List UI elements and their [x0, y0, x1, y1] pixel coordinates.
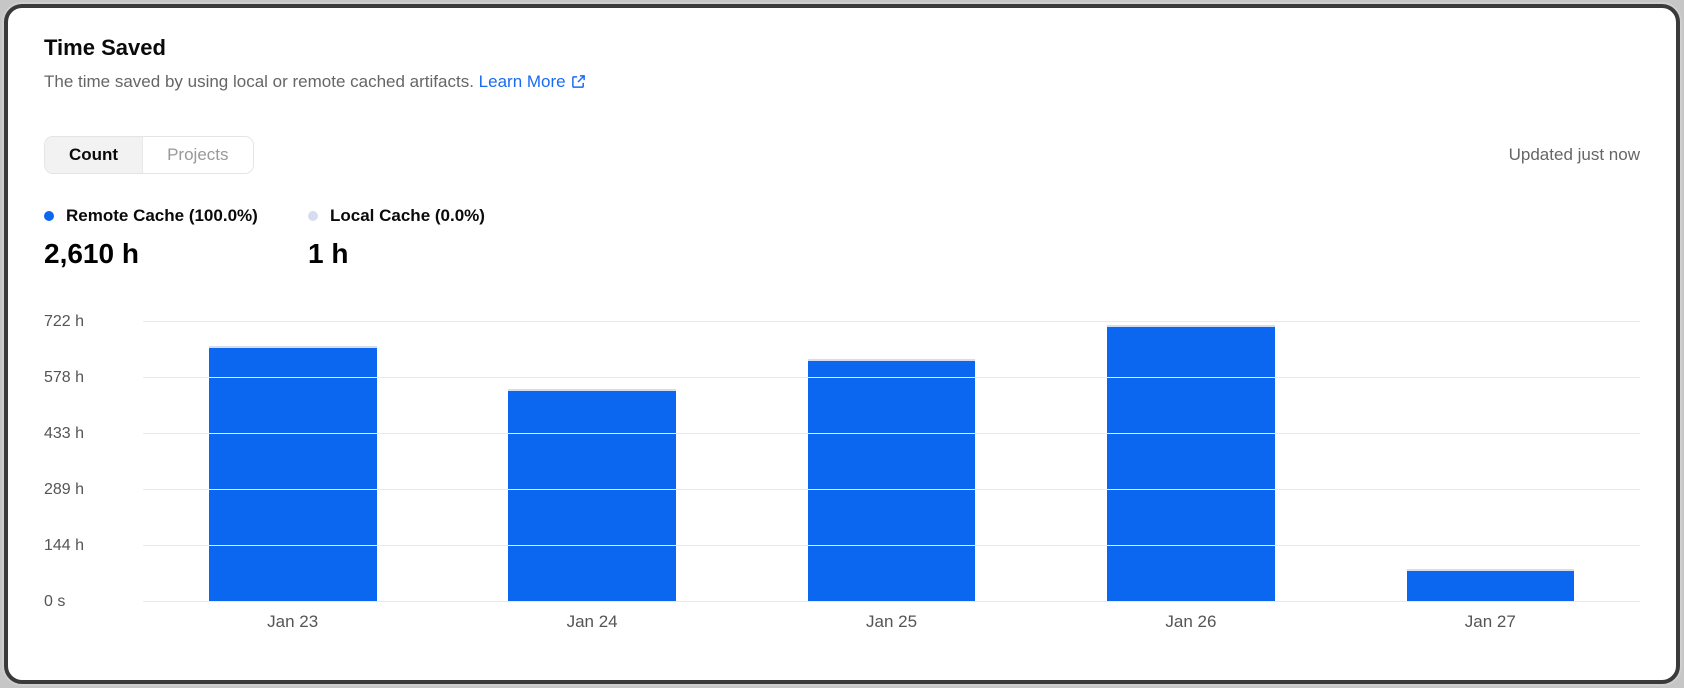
bar-slot	[442, 322, 741, 602]
legend-label: Remote Cache (100.0%)	[66, 206, 258, 225]
learn-more-label: Learn More	[478, 72, 566, 91]
view-toggle: Count Projects	[44, 136, 254, 174]
bar-stack	[208, 346, 377, 602]
x-tick-label: Jan 23	[267, 612, 319, 631]
x-tick-label: Jan 26	[1165, 612, 1217, 631]
bar-slot	[1341, 322, 1640, 602]
local-cache-dot-icon	[308, 211, 318, 221]
gridline	[143, 601, 1640, 602]
local-cache-bar-segment[interactable]	[508, 389, 676, 392]
local-cache-bar-segment[interactable]	[208, 346, 377, 349]
x-tick-label: Jan 25	[865, 612, 918, 631]
bar-stack	[807, 358, 976, 602]
y-tick-label: 722 h	[44, 313, 85, 330]
bars-container	[143, 322, 1640, 602]
x-tick-label: Jan 27	[1464, 612, 1516, 631]
local-cache-total: 1 h	[308, 238, 349, 269]
gridline	[143, 376, 1640, 378]
tab-projects[interactable]: Projects	[142, 137, 253, 173]
legend-col-remote: Remote Cache (100.0%) 2,610 h	[44, 206, 308, 270]
remote-cache-bar-segment[interactable]	[508, 391, 676, 602]
bar-chart: 0 s 144 h 289 h 433 h 578 h 722 h	[44, 313, 1640, 610]
legend: Remote Cache (100.0%) 2,610 h Local Cach…	[44, 206, 1640, 270]
remote-cache-bar-segment[interactable]	[1107, 326, 1275, 602]
time-saved-card: Time Saved The time saved by using local…	[4, 4, 1680, 684]
remote-cache-bar-segment[interactable]	[1406, 570, 1575, 602]
y-tick-label: 433 h	[44, 425, 85, 443]
y-tick-label: 289 h	[44, 480, 85, 498]
legend-label: Local Cache (0.0%)	[330, 206, 485, 225]
gridline	[143, 433, 1640, 435]
y-tick-label: 144 h	[44, 537, 85, 555]
bar-slot	[742, 322, 1041, 602]
gridline	[143, 545, 1640, 547]
y-tick-label: 578 h	[44, 368, 85, 386]
updated-status: Updated just now	[1508, 145, 1640, 164]
remote-cache-dot-icon	[44, 211, 54, 221]
gridline	[143, 321, 1640, 322]
y-axis: 0 s 144 h 289 h 433 h 578 h 722 h	[44, 313, 143, 610]
bar-stack	[508, 389, 676, 602]
tab-count[interactable]: Count	[45, 137, 143, 173]
toolbar: Count Projects Updated just now	[44, 136, 1640, 174]
remote-cache-bar-segment[interactable]	[807, 360, 976, 602]
card-subtitle: The time saved by using local or remote …	[44, 70, 1640, 96]
x-tick-label: Jan 24	[566, 612, 618, 631]
bar-slot	[1041, 322, 1340, 602]
bar-stack	[1406, 568, 1575, 602]
legend-item-local-cache: Local Cache (0.0%)	[308, 206, 572, 226]
y-tick-label: 0 s	[44, 593, 66, 610]
bar-slot	[143, 322, 442, 602]
bar-stack	[1107, 324, 1275, 602]
local-cache-bar-segment[interactable]	[1107, 324, 1275, 327]
external-link-icon	[571, 72, 586, 96]
remote-cache-total: 2,610 h	[44, 238, 139, 269]
page-title: Time Saved	[44, 35, 166, 60]
local-cache-bar-segment[interactable]	[1406, 568, 1575, 571]
legend-col-local: Local Cache (0.0%) 1 h	[308, 206, 572, 270]
learn-more-link[interactable]: Learn More	[479, 72, 586, 91]
remote-cache-bar-segment[interactable]	[208, 348, 377, 602]
gridline	[143, 488, 1640, 490]
subtitle-text: The time saved by using local or remote …	[44, 72, 474, 91]
local-cache-bar-segment[interactable]	[807, 358, 976, 361]
legend-item-remote-cache: Remote Cache (100.0%)	[44, 206, 308, 226]
plot-area	[143, 321, 1640, 602]
x-axis: Jan 23 Jan 24 Jan 25 Jan 26 Jan 27	[143, 612, 1640, 632]
